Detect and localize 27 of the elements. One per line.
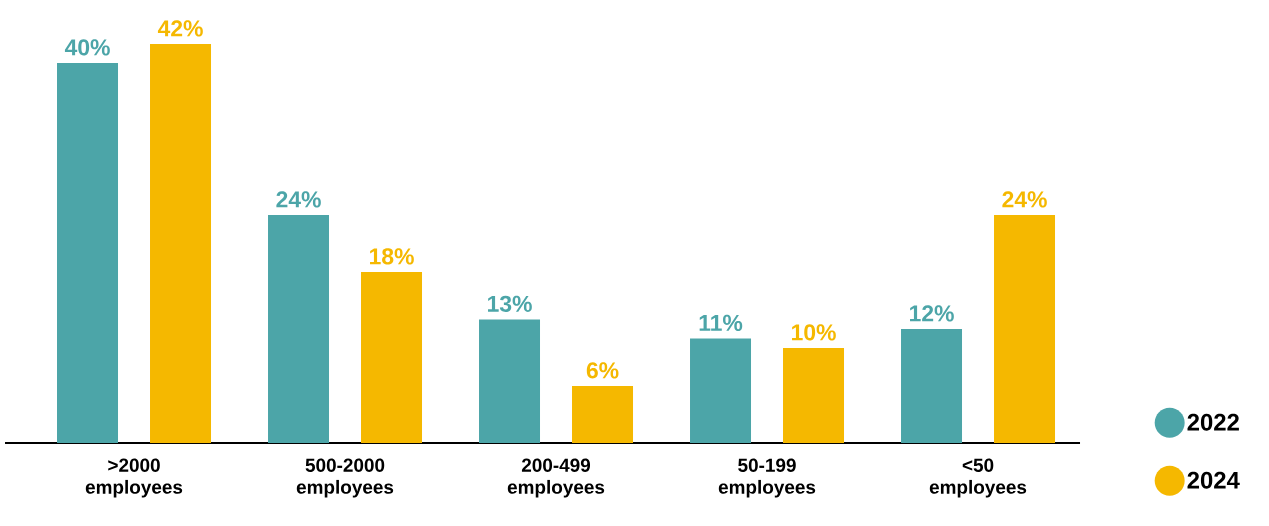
data-label: 11% bbox=[699, 314, 743, 331]
x-tick-label: <50 employees bbox=[929, 458, 1027, 498]
data-label: 18% bbox=[370, 248, 414, 265]
bar bbox=[690, 338, 752, 443]
data-label: 24% bbox=[1002, 191, 1047, 208]
bar bbox=[57, 62, 119, 443]
data-label: 40% bbox=[64, 39, 110, 56]
legend-label: 2024 bbox=[1187, 471, 1240, 489]
bar bbox=[572, 385, 634, 443]
data-label: 10% bbox=[792, 324, 836, 341]
x-tick-label: 200-499 employees bbox=[507, 458, 605, 498]
x-tick-label: >2000 employees bbox=[85, 458, 183, 498]
bar bbox=[268, 214, 330, 443]
data-label: 24% bbox=[276, 191, 321, 208]
bar bbox=[783, 347, 845, 443]
bar bbox=[479, 319, 541, 443]
bar bbox=[901, 328, 963, 443]
data-label: 12% bbox=[910, 305, 954, 322]
data-label: 13% bbox=[488, 295, 532, 312]
x-tick-label: 500-2000 employees bbox=[296, 458, 394, 498]
bar bbox=[361, 271, 423, 443]
data-label: 6% bbox=[586, 362, 619, 379]
bar bbox=[994, 214, 1056, 443]
data-label: 42% bbox=[157, 20, 203, 37]
bar bbox=[150, 43, 212, 443]
x-tick-label: 50-199 employees bbox=[718, 458, 816, 498]
legend-label: 2022 bbox=[1187, 413, 1239, 431]
